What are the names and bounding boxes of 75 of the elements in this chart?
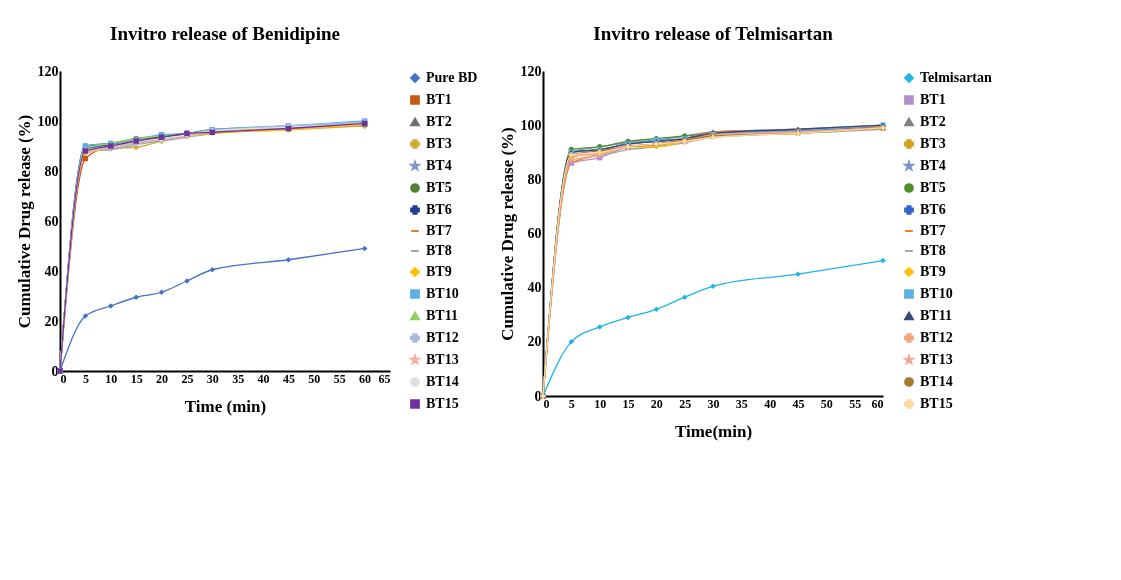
x-tick-label: 15 — [130, 371, 143, 386]
x-tick-label: 5 — [82, 371, 89, 386]
legend-label: BT6 — [920, 202, 946, 217]
x-axis-title: Time (min) — [184, 396, 267, 416]
legend-label: BT12 — [426, 330, 459, 345]
y-tick-label: 20 — [44, 313, 59, 329]
x-tick-label: 10 — [105, 371, 118, 386]
y-tick-label: 100 — [520, 117, 542, 133]
y-axis-title: Cumulative Drug release (%) — [497, 127, 517, 341]
legend-label: BT2 — [426, 114, 452, 129]
x-tick-label: 35 — [232, 371, 245, 386]
legend-label: BT15 — [920, 396, 953, 411]
legend-label: BT9 — [426, 264, 452, 279]
legend-label: BT13 — [920, 352, 953, 367]
y-tick-label: 60 — [527, 226, 542, 241]
legend-label: BT10 — [920, 286, 953, 301]
y-tick-label: 100 — [37, 113, 59, 129]
legend-label: BT10 — [426, 286, 459, 301]
x-tick-label: 25 — [181, 371, 194, 386]
x-tick-label: 30 — [206, 371, 219, 386]
x-tick-label: 20 — [156, 371, 169, 386]
legend-label: BT5 — [426, 180, 452, 195]
x-axis-title: Time(min) — [674, 421, 753, 441]
legend-label: BT3 — [920, 136, 946, 151]
legend-label: BT4 — [426, 158, 452, 173]
legend-label: BT13 — [426, 352, 459, 367]
legend-label: Telmisartan — [920, 70, 993, 85]
legend-label: BT3 — [426, 136, 452, 151]
x-tick-label: 40 — [257, 371, 270, 386]
legend-label: BT8 — [426, 243, 452, 258]
x-tick-label: 55 — [849, 396, 862, 411]
legend-label: BT7 — [426, 223, 452, 238]
legend-label: BT11 — [426, 308, 458, 323]
y-tick-label: 80 — [44, 163, 59, 179]
legend-label: BT1 — [920, 92, 946, 107]
x-tick-label: 25 — [679, 396, 692, 411]
y-axis-title: Cumulative Drug release (%) — [14, 114, 34, 329]
y-tick-label: 80 — [527, 171, 542, 187]
x-tick-label: 35 — [735, 396, 748, 411]
legend-label: BT12 — [920, 330, 953, 345]
legend-label: BT2 — [920, 114, 946, 129]
y-tick-label: 40 — [527, 280, 542, 296]
y-tick-label: 40 — [44, 263, 59, 279]
legend-label: BT9 — [920, 264, 946, 279]
legend-label: BT8 — [920, 243, 946, 258]
y-tick-label: 60 — [44, 213, 59, 229]
x-tick-label: 55 — [333, 371, 346, 386]
x-tick-label: 30 — [707, 396, 720, 411]
x-tick-label: 65 — [378, 371, 391, 386]
legend-label: BT1 — [426, 92, 452, 107]
legend-label: BT15 — [426, 396, 459, 411]
y-tick-label: 120 — [520, 63, 542, 79]
x-tick-label: 50 — [820, 396, 833, 411]
chart-title: Invitro release of Telmisartan — [593, 23, 834, 44]
x-tick-label: 60 — [871, 396, 884, 411]
x-tick-label: 40 — [764, 396, 777, 411]
legend-label: BT14 — [426, 374, 459, 389]
x-tick-label: 5 — [568, 396, 575, 411]
y-tick-label: 120 — [37, 63, 59, 79]
legend-label: Pure BD — [426, 70, 478, 85]
x-tick-label: 50 — [308, 371, 321, 386]
y-tick-label: 20 — [527, 334, 542, 350]
x-tick-label: 45 — [792, 396, 805, 411]
x-tick-label: 60 — [359, 371, 372, 386]
legend-label: BT11 — [920, 308, 952, 323]
legend-label: BT14 — [920, 374, 953, 389]
legend-label: BT5 — [920, 180, 946, 195]
x-tick-label: 45 — [282, 371, 295, 386]
chart-title: Invitro release of Benidipine — [110, 23, 340, 44]
legend-label: BT7 — [920, 223, 946, 238]
legend-label: BT6 — [426, 202, 452, 217]
x-tick-label: 10 — [594, 396, 607, 411]
x-tick-label: 15 — [622, 396, 635, 411]
x-tick-label: 20 — [650, 396, 663, 411]
legend-label: BT4 — [920, 158, 946, 173]
